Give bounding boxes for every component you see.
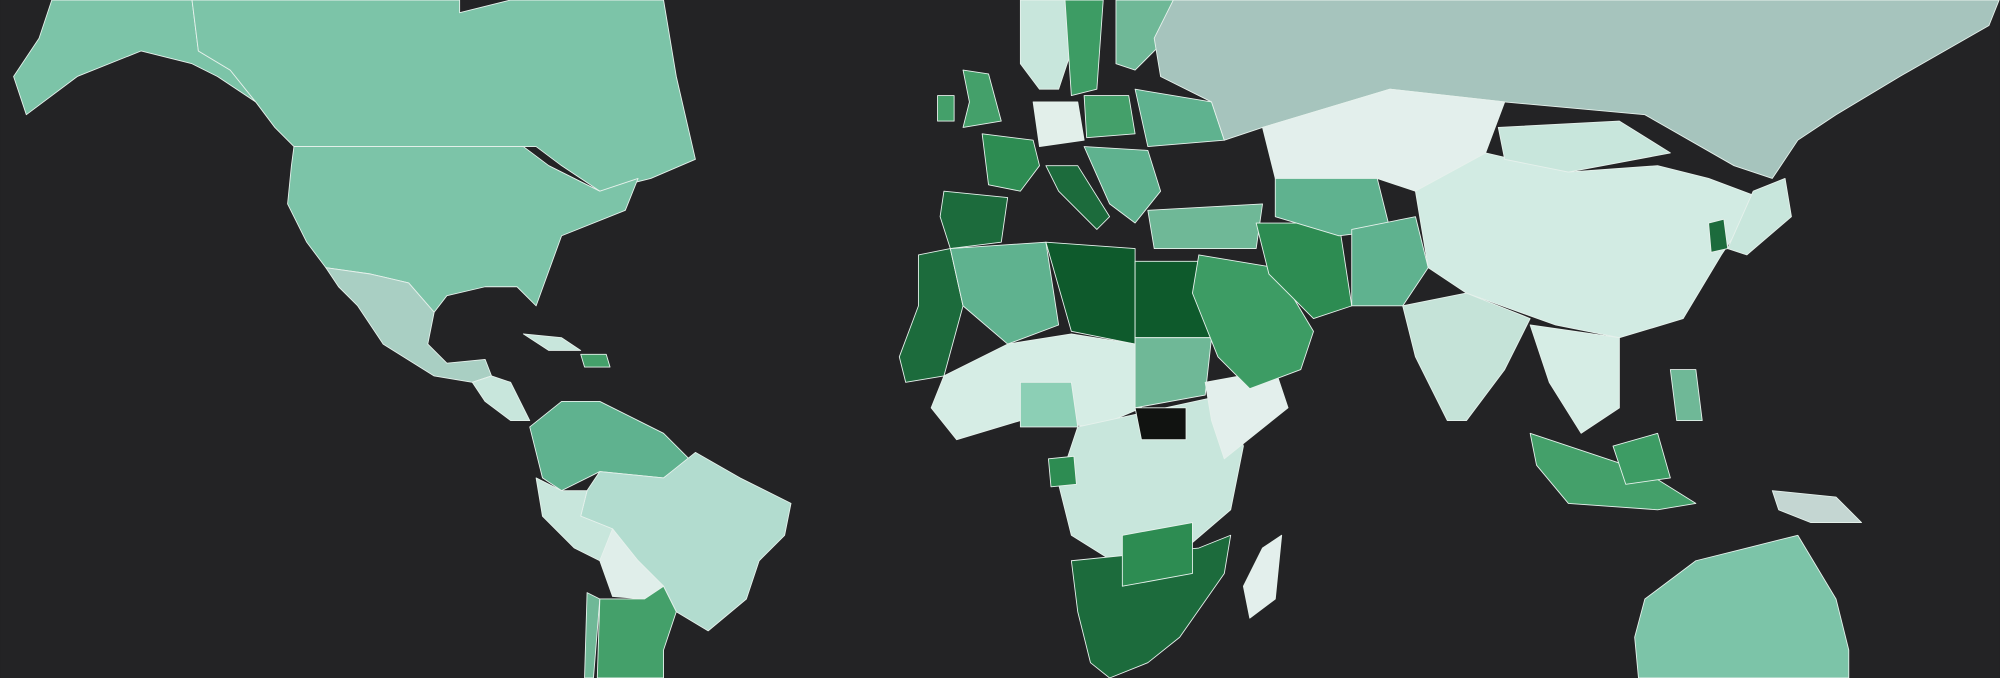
country bbox=[1402, 292, 1531, 422]
country bbox=[1242, 534, 1283, 619]
country bbox=[937, 95, 955, 122]
country bbox=[1529, 324, 1620, 434]
country bbox=[1047, 455, 1077, 488]
country bbox=[1134, 337, 1213, 409]
country bbox=[1115, 0, 1174, 71]
country bbox=[1612, 432, 1671, 485]
country bbox=[1064, 0, 1104, 97]
country bbox=[580, 353, 611, 368]
country bbox=[471, 375, 531, 422]
country bbox=[981, 133, 1040, 192]
country bbox=[1771, 490, 1862, 523]
country bbox=[596, 585, 677, 678]
country bbox=[962, 69, 1002, 128]
country bbox=[1708, 218, 1729, 253]
country bbox=[325, 267, 492, 383]
country bbox=[1497, 120, 1671, 173]
country bbox=[1727, 177, 1792, 256]
country bbox=[1134, 407, 1187, 441]
country bbox=[1351, 216, 1429, 307]
country bbox=[1083, 95, 1136, 139]
country bbox=[939, 190, 1009, 249]
country bbox=[1019, 0, 1072, 90]
country bbox=[1083, 146, 1162, 224]
country bbox=[1634, 534, 1850, 678]
country bbox=[949, 241, 1060, 345]
country bbox=[1415, 152, 1761, 339]
country bbox=[1032, 101, 1085, 148]
country bbox=[287, 146, 639, 313]
country bbox=[191, 0, 696, 192]
country bbox=[1045, 165, 1111, 230]
country bbox=[1019, 381, 1079, 428]
country bbox=[522, 333, 582, 351]
country bbox=[1529, 432, 1697, 511]
country bbox=[1121, 522, 1193, 587]
country bbox=[1153, 0, 2000, 179]
country bbox=[1147, 203, 1263, 249]
country bbox=[1669, 369, 1703, 422]
country bbox=[584, 592, 601, 678]
